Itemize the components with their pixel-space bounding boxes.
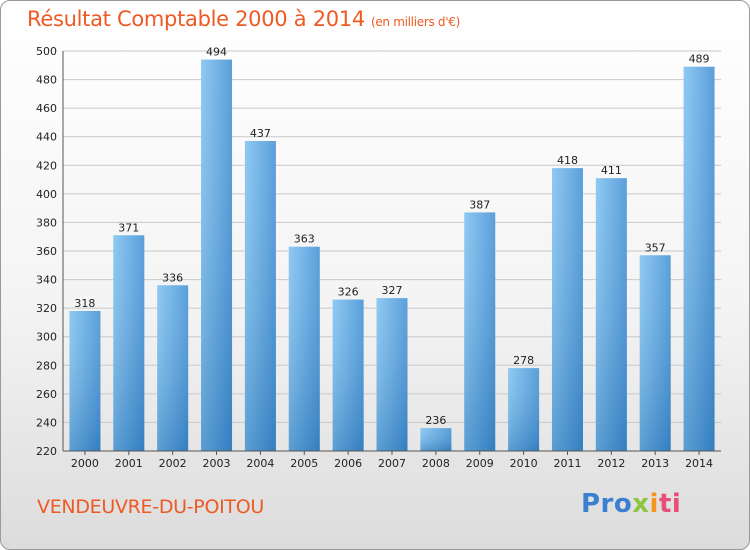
bar-shade — [332, 299, 364, 451]
x-tick-label: 2011 — [553, 457, 581, 470]
data-label: 494 — [206, 46, 227, 59]
y-tick-label: 320 — [36, 302, 57, 315]
bar-2010 — [508, 368, 540, 451]
commune-name: VENDEUVRE-DU-POITOU — [37, 496, 264, 518]
data-label: 326 — [338, 286, 359, 299]
y-tick-label: 380 — [36, 216, 57, 229]
x-tick-label: 2008 — [422, 457, 450, 470]
data-label: 336 — [162, 271, 183, 284]
x-tick-label: 2000 — [71, 457, 99, 470]
x-tick-label: 2014 — [685, 457, 713, 470]
bar-2014 — [683, 66, 715, 451]
chart-subtitle: (en milliers d'€) — [370, 15, 460, 29]
y-tick-label: 220 — [36, 445, 57, 458]
bar-2002 — [157, 285, 189, 451]
x-tick-label: 2005 — [290, 457, 318, 470]
bar-shade — [639, 255, 671, 451]
x-tick-labels: 2000 2001 2002 2003 2004 2005 2006 2007 2008 2009… — [71, 457, 713, 470]
bar-shade — [595, 178, 627, 451]
bar-2003 — [201, 59, 233, 451]
y-tick-label: 460 — [36, 102, 57, 115]
bar-shade — [464, 212, 496, 451]
bar-shade — [288, 246, 320, 451]
data-labels: 318 371 336 494 437 363 326 327 236 387 278 418 411 3… — [74, 46, 709, 428]
y-tick-label: 500 — [36, 45, 57, 58]
x-tick-label: 2007 — [378, 457, 406, 470]
data-label: 236 — [425, 414, 446, 427]
bar-2008 — [420, 428, 452, 451]
x-tick-label: 2010 — [510, 457, 538, 470]
x-tick-label: 2002 — [159, 457, 187, 470]
data-label: 411 — [601, 164, 622, 177]
y-tick-label: 440 — [36, 131, 57, 144]
bar-shade — [683, 66, 715, 451]
bar-shade — [201, 59, 233, 451]
axes — [62, 51, 721, 455]
bars — [69, 59, 715, 451]
proxiti-logo: Proxiti — [581, 489, 682, 519]
y-tick-label: 260 — [36, 388, 57, 401]
bar-shade — [244, 141, 276, 451]
x-tick-label: 2004 — [246, 457, 274, 470]
data-label: 278 — [513, 354, 534, 367]
bar-shade — [508, 368, 540, 451]
data-label: 371 — [118, 221, 139, 234]
data-label: 327 — [382, 284, 403, 297]
bar-2000 — [69, 311, 101, 451]
data-label: 489 — [689, 53, 710, 66]
chart-title: Résultat Comptable 2000 à 2014 (en millie… — [27, 7, 460, 31]
bar-2001 — [113, 235, 145, 451]
x-tick-label: 2013 — [641, 457, 669, 470]
bar-shade — [157, 285, 189, 451]
bar-shade — [69, 311, 101, 451]
data-label: 318 — [74, 297, 95, 310]
bar-shade — [420, 428, 452, 451]
x-tick-label: 2012 — [597, 457, 625, 470]
x-tick-label: 2001 — [115, 457, 143, 470]
y-tick-labels: 220 240 260 280 300 320 340 360 380 400 420 440 460 4… — [36, 45, 57, 458]
bar-shade — [551, 168, 583, 451]
y-tick-label: 340 — [36, 274, 57, 287]
y-tick-label: 240 — [36, 416, 57, 429]
data-label: 357 — [645, 241, 666, 254]
bar-2005 — [288, 246, 320, 451]
bar-2006 — [332, 299, 364, 451]
bar-2012 — [595, 178, 627, 451]
y-tick-label: 420 — [36, 159, 57, 172]
data-label: 363 — [294, 233, 315, 246]
bar-2009 — [464, 212, 496, 451]
bar-2007 — [376, 298, 408, 451]
y-tick-label: 480 — [36, 74, 57, 87]
data-label: 387 — [469, 198, 490, 211]
bar-shade — [376, 298, 408, 451]
bar-shade — [113, 235, 145, 451]
x-tick-label: 2003 — [203, 457, 231, 470]
bar-2011 — [551, 168, 583, 451]
y-tick-label: 300 — [36, 331, 57, 344]
data-label: 437 — [250, 127, 271, 140]
data-label: 418 — [557, 154, 578, 167]
x-tick-label: 2006 — [334, 457, 362, 470]
x-tick-label: 2009 — [466, 457, 494, 470]
bar-2004 — [244, 141, 276, 451]
y-tick-label: 360 — [36, 245, 57, 258]
y-tick-label: 400 — [36, 188, 57, 201]
bar-2013 — [639, 255, 671, 451]
y-tick-label: 280 — [36, 359, 57, 372]
